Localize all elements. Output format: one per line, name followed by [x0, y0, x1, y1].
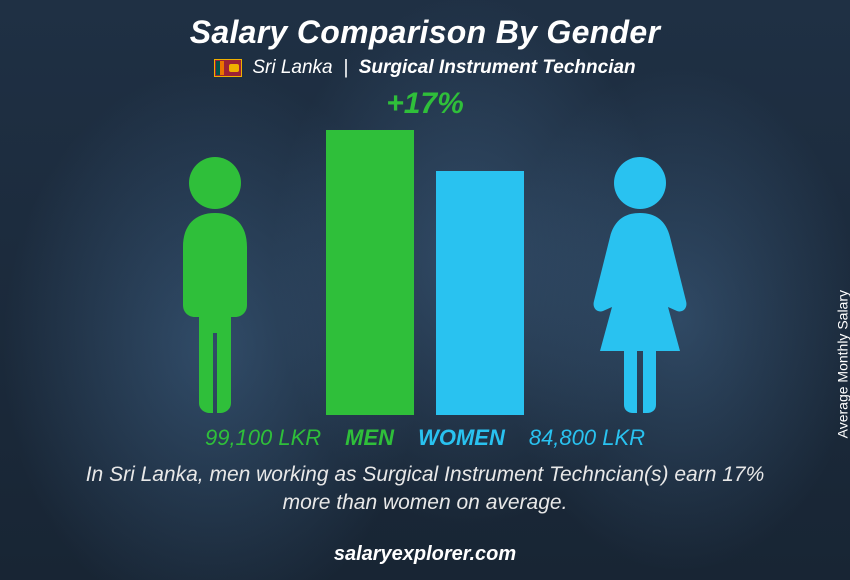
subtitle-separator: | [343, 57, 348, 78]
subtitle-country: Sri Lanka [252, 57, 332, 78]
women-icon [580, 155, 700, 415]
infographic-container: Salary Comparison By Gender Sri Lanka | … [0, 0, 850, 580]
bar-men [326, 130, 414, 415]
y-axis-label: Average Monthly Salary [834, 290, 850, 438]
bars-group [326, 130, 524, 415]
labels-row: 99,100 LKR MEN WOMEN 84,800 LKR [0, 425, 850, 451]
flag-icon [214, 59, 242, 77]
page-title: Salary Comparison By Gender [0, 0, 850, 51]
subtitle-job: Surgical Instrument Techncian [359, 57, 636, 78]
footer-source: salaryexplorer.com [0, 543, 850, 566]
chart-area: +17% 99,100 LKR MEN WOMEN 84,800 LKR [0, 87, 850, 457]
men-icon [155, 155, 275, 415]
men-label: MEN [345, 425, 394, 451]
women-label: WOMEN [418, 425, 505, 451]
delta-label: +17% [386, 87, 464, 121]
bar-women [436, 171, 524, 415]
men-salary: 99,100 LKR [205, 425, 321, 451]
subtitle-text: Sri Lanka | Surgical Instrument Techncia… [252, 57, 635, 79]
subtitle-row: Sri Lanka | Surgical Instrument Techncia… [0, 57, 850, 79]
women-salary: 84,800 LKR [529, 425, 645, 451]
description-text: In Sri Lanka, men working as Surgical In… [0, 461, 850, 518]
